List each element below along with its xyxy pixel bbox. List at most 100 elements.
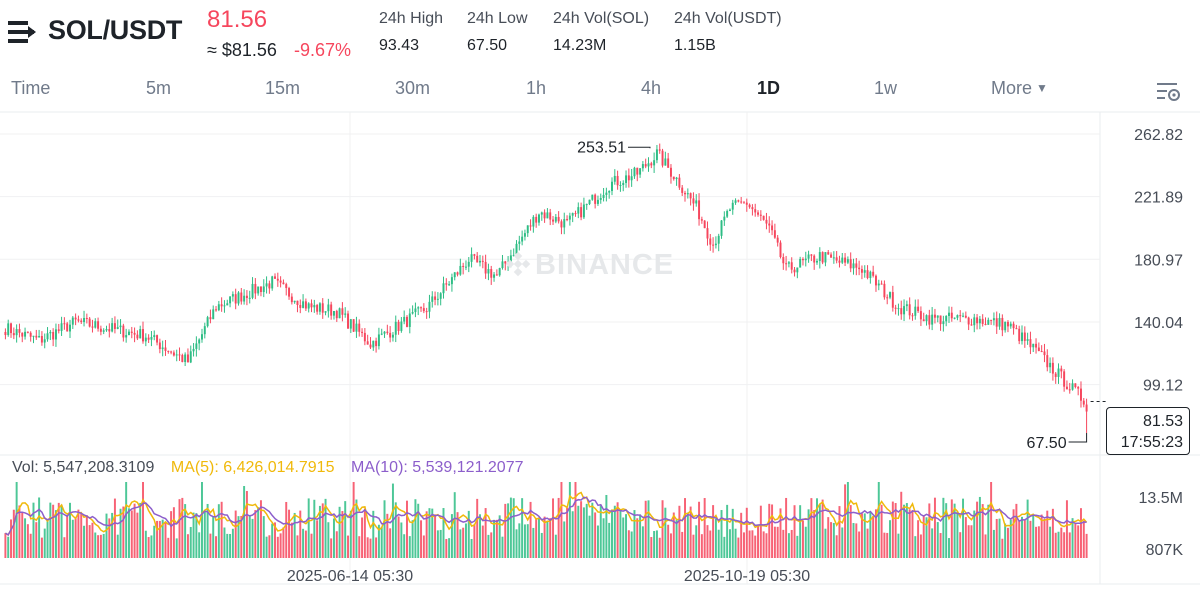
candle-body: [296, 300, 299, 306]
trading-pair-title[interactable]: SOL/USDT: [48, 15, 183, 45]
candle-body: [973, 317, 976, 326]
tab-4h[interactable]: 4h: [641, 78, 662, 98]
volume-bar: [436, 530, 439, 558]
volume-bar: [377, 524, 380, 558]
volume-bar: [40, 537, 43, 558]
candle-body: [908, 304, 911, 316]
candle-body: [43, 339, 46, 343]
candle-body: [512, 254, 515, 256]
candle-body: [35, 335, 38, 338]
low-marker-line: [1068, 433, 1088, 443]
candle-body: [226, 303, 229, 306]
candle-body: [167, 350, 170, 352]
candle-body: [768, 223, 771, 226]
candle-body: [759, 214, 762, 216]
tab-time[interactable]: Time: [11, 78, 51, 98]
candle-body: [1035, 343, 1038, 348]
volume-bar: [655, 530, 658, 558]
volume-bar: [302, 528, 305, 558]
volume-bar: [276, 536, 279, 558]
volume-bar: [942, 497, 945, 558]
tab-15m[interactable]: 15m: [265, 78, 301, 98]
volume-bar: [905, 503, 908, 558]
candle-body: [386, 331, 389, 333]
tab-1d[interactable]: 1D: [757, 78, 781, 98]
volume-bar: [667, 524, 670, 558]
low-annotation: 67.50: [1027, 435, 1067, 452]
volume-bar: [1018, 521, 1021, 558]
candle-body: [406, 316, 408, 327]
candle-body: [195, 343, 198, 349]
candle-body: [18, 329, 21, 333]
volume-bar: [835, 535, 838, 558]
volume-bar: [1065, 500, 1068, 558]
candle-body: [212, 309, 215, 320]
candle-body: [967, 317, 970, 325]
candle-body: [841, 257, 844, 263]
volume-bar: [71, 519, 74, 558]
candle-body: [644, 164, 647, 167]
candle-body: [771, 225, 774, 231]
volume-bar: [240, 515, 243, 558]
candle-body: [217, 304, 220, 311]
candle-body: [144, 337, 147, 342]
tab-30m[interactable]: 30m: [395, 78, 431, 98]
volume-bar: [473, 524, 476, 558]
candle-body: [254, 283, 257, 294]
volume-bar: [807, 509, 810, 558]
candle-body: [672, 176, 675, 180]
candle-body: [838, 260, 841, 263]
candle-body: [543, 212, 546, 219]
volume-bar: [372, 510, 375, 558]
tab-5m[interactable]: 5m: [146, 78, 172, 98]
volume-bar: [403, 534, 406, 558]
chart-settings-icon[interactable]: [1155, 80, 1181, 104]
volume-bar: [602, 518, 605, 558]
volume-bar: [953, 503, 956, 558]
volume-bar: [849, 505, 852, 558]
volume-bar: [970, 525, 973, 558]
volume-bar: [7, 536, 10, 558]
candle-body: [557, 216, 560, 222]
candle-body: [1032, 343, 1035, 348]
volume-bar: [838, 506, 841, 558]
volume-bar: [223, 527, 226, 558]
candle-body: [1077, 387, 1080, 389]
volume-bar: [563, 521, 566, 558]
candle-body: [394, 321, 397, 335]
candle-body: [122, 325, 125, 338]
candle-body: [29, 332, 32, 337]
candle-body: [495, 274, 498, 276]
candle-body: [664, 158, 667, 166]
tab-more[interactable]: More ▼: [991, 78, 1048, 99]
watermark: BINANCE: [535, 249, 675, 281]
candle-body: [521, 236, 524, 242]
stat-label: 24h Vol(USDT): [674, 10, 782, 27]
tab-1h[interactable]: 1h: [526, 78, 547, 98]
candle-body: [467, 261, 470, 267]
candle-body: [844, 257, 847, 263]
ma5-line: [4, 491, 1088, 536]
volume-bar: [504, 503, 507, 558]
candle-body: [509, 255, 512, 264]
candle-body: [245, 295, 248, 299]
volume-bar: [582, 507, 585, 558]
tab-1w[interactable]: 1w: [874, 78, 898, 98]
candle-body: [560, 221, 563, 228]
candle-body: [830, 254, 833, 258]
volume-bar: [43, 528, 46, 558]
volume-bar: [754, 535, 757, 558]
candle-body: [484, 261, 487, 274]
menu-icon[interactable]: [8, 20, 38, 44]
volume-bar: [799, 505, 802, 558]
volume-bar: [757, 525, 760, 558]
candle-body: [855, 263, 858, 268]
volume-bar: [243, 486, 246, 558]
candle-body: [369, 344, 372, 348]
volume-bar: [332, 518, 335, 558]
volume-bar: [462, 527, 465, 558]
candle-body: [526, 225, 529, 234]
volume-bar: [883, 532, 886, 558]
volume-bar: [1012, 509, 1015, 558]
